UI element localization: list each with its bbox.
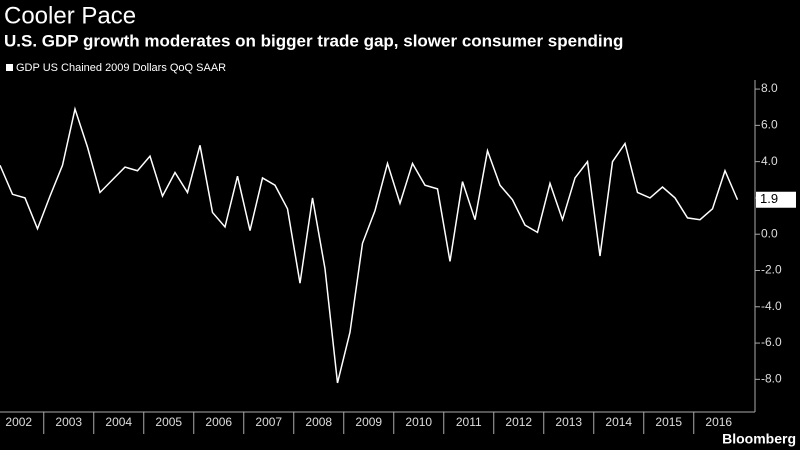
y-tick-label: -2.0: [761, 263, 782, 277]
y-tick-label: 4.0: [761, 154, 778, 168]
legend-label: GDP US Chained 2009 Dollars QoQ SAAR: [16, 62, 226, 74]
y-tick-label: 8.0: [761, 81, 778, 95]
y-tick-label: -6.0: [761, 335, 782, 349]
x-tick-label: 2016: [705, 415, 732, 429]
x-tick-label: 2010: [405, 415, 432, 429]
last-value-box: [756, 191, 796, 208]
chart-subtitle: U.S. GDP growth moderates on bigger trad…: [4, 31, 623, 50]
y-tick-label: 6.0: [761, 118, 778, 132]
x-tick-label: 2008: [305, 415, 332, 429]
x-tick-label: 2003: [55, 415, 82, 429]
x-tick-label: 2007: [255, 415, 282, 429]
y-tick-label: 0.0: [761, 226, 778, 240]
source: Bloomberg: [722, 431, 796, 447]
legend-swatch: [6, 64, 13, 71]
last-value-label: 1.9: [760, 191, 778, 206]
x-tick-label: 2002: [5, 415, 32, 429]
x-tick-label: 2004: [105, 415, 132, 429]
x-tick-label: 2012: [505, 415, 532, 429]
x-tick-label: 2015: [655, 415, 682, 429]
chart-title: Cooler Pace: [4, 2, 136, 29]
x-tick-label: 2005: [155, 415, 182, 429]
y-tick-label: -4.0: [761, 299, 782, 313]
x-tick-label: 2011: [456, 415, 482, 429]
series-line: [0, 106, 739, 384]
x-tick-label: 2014: [605, 415, 632, 429]
x-tick-label: 2013: [555, 415, 582, 429]
y-tick-label: -8.0: [761, 372, 782, 386]
x-tick-label: 2006: [205, 415, 232, 429]
x-tick-label: 2009: [355, 415, 382, 429]
